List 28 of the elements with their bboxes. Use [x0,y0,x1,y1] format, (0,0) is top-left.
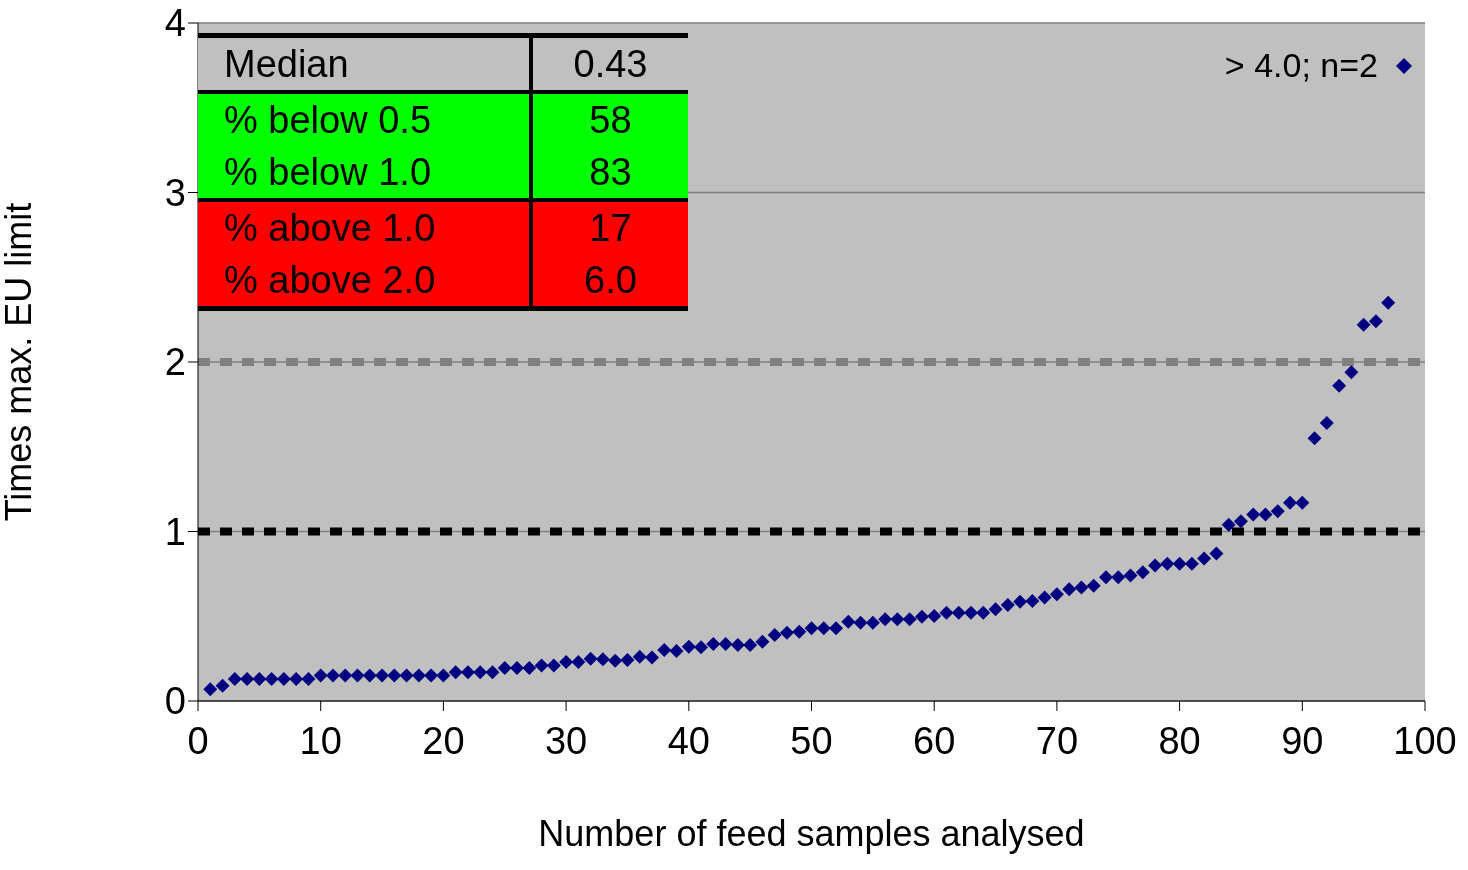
x-axis-title: Number of feed samples analysed [538,813,1085,854]
annotation: % above 2.0 [198,254,533,306]
x-tick-label: 30 [544,719,588,762]
annotation: 6.0 [583,258,638,303]
x-tick-label: 20 [422,719,465,762]
annotation: 0.43 [572,42,649,87]
x-tick-label: 60 [913,719,956,762]
y-tick-label: 4 [164,2,186,45]
annotation: 83 [588,150,633,195]
x-tick-label: 40 [667,719,710,762]
x-tick-label: 10 [299,719,342,762]
x-tick-label: 80 [1158,719,1201,762]
annotation: % below 1.0 [198,146,533,198]
annotation: > 4.0; n=2 [1224,46,1378,85]
annotation: % above 1.0 [198,202,533,254]
x-tick-label: 50 [790,719,833,762]
y-tick-label: 2 [164,341,186,384]
annotation: % below 0.5 [198,94,533,146]
x-tick-label: 90 [1281,719,1324,762]
x-tick-label: 100 [1393,719,1457,762]
annotation: 58 [588,98,633,143]
y-tick-label: 0 [164,680,186,723]
x-tick-label: 70 [1035,719,1079,762]
y-axis-title: Times max. EU limit [0,202,39,522]
annotation: 17 [588,206,633,251]
annotation: Median [198,38,533,90]
y-tick-label: 3 [164,171,186,214]
y-tick-label: 1 [164,510,186,553]
